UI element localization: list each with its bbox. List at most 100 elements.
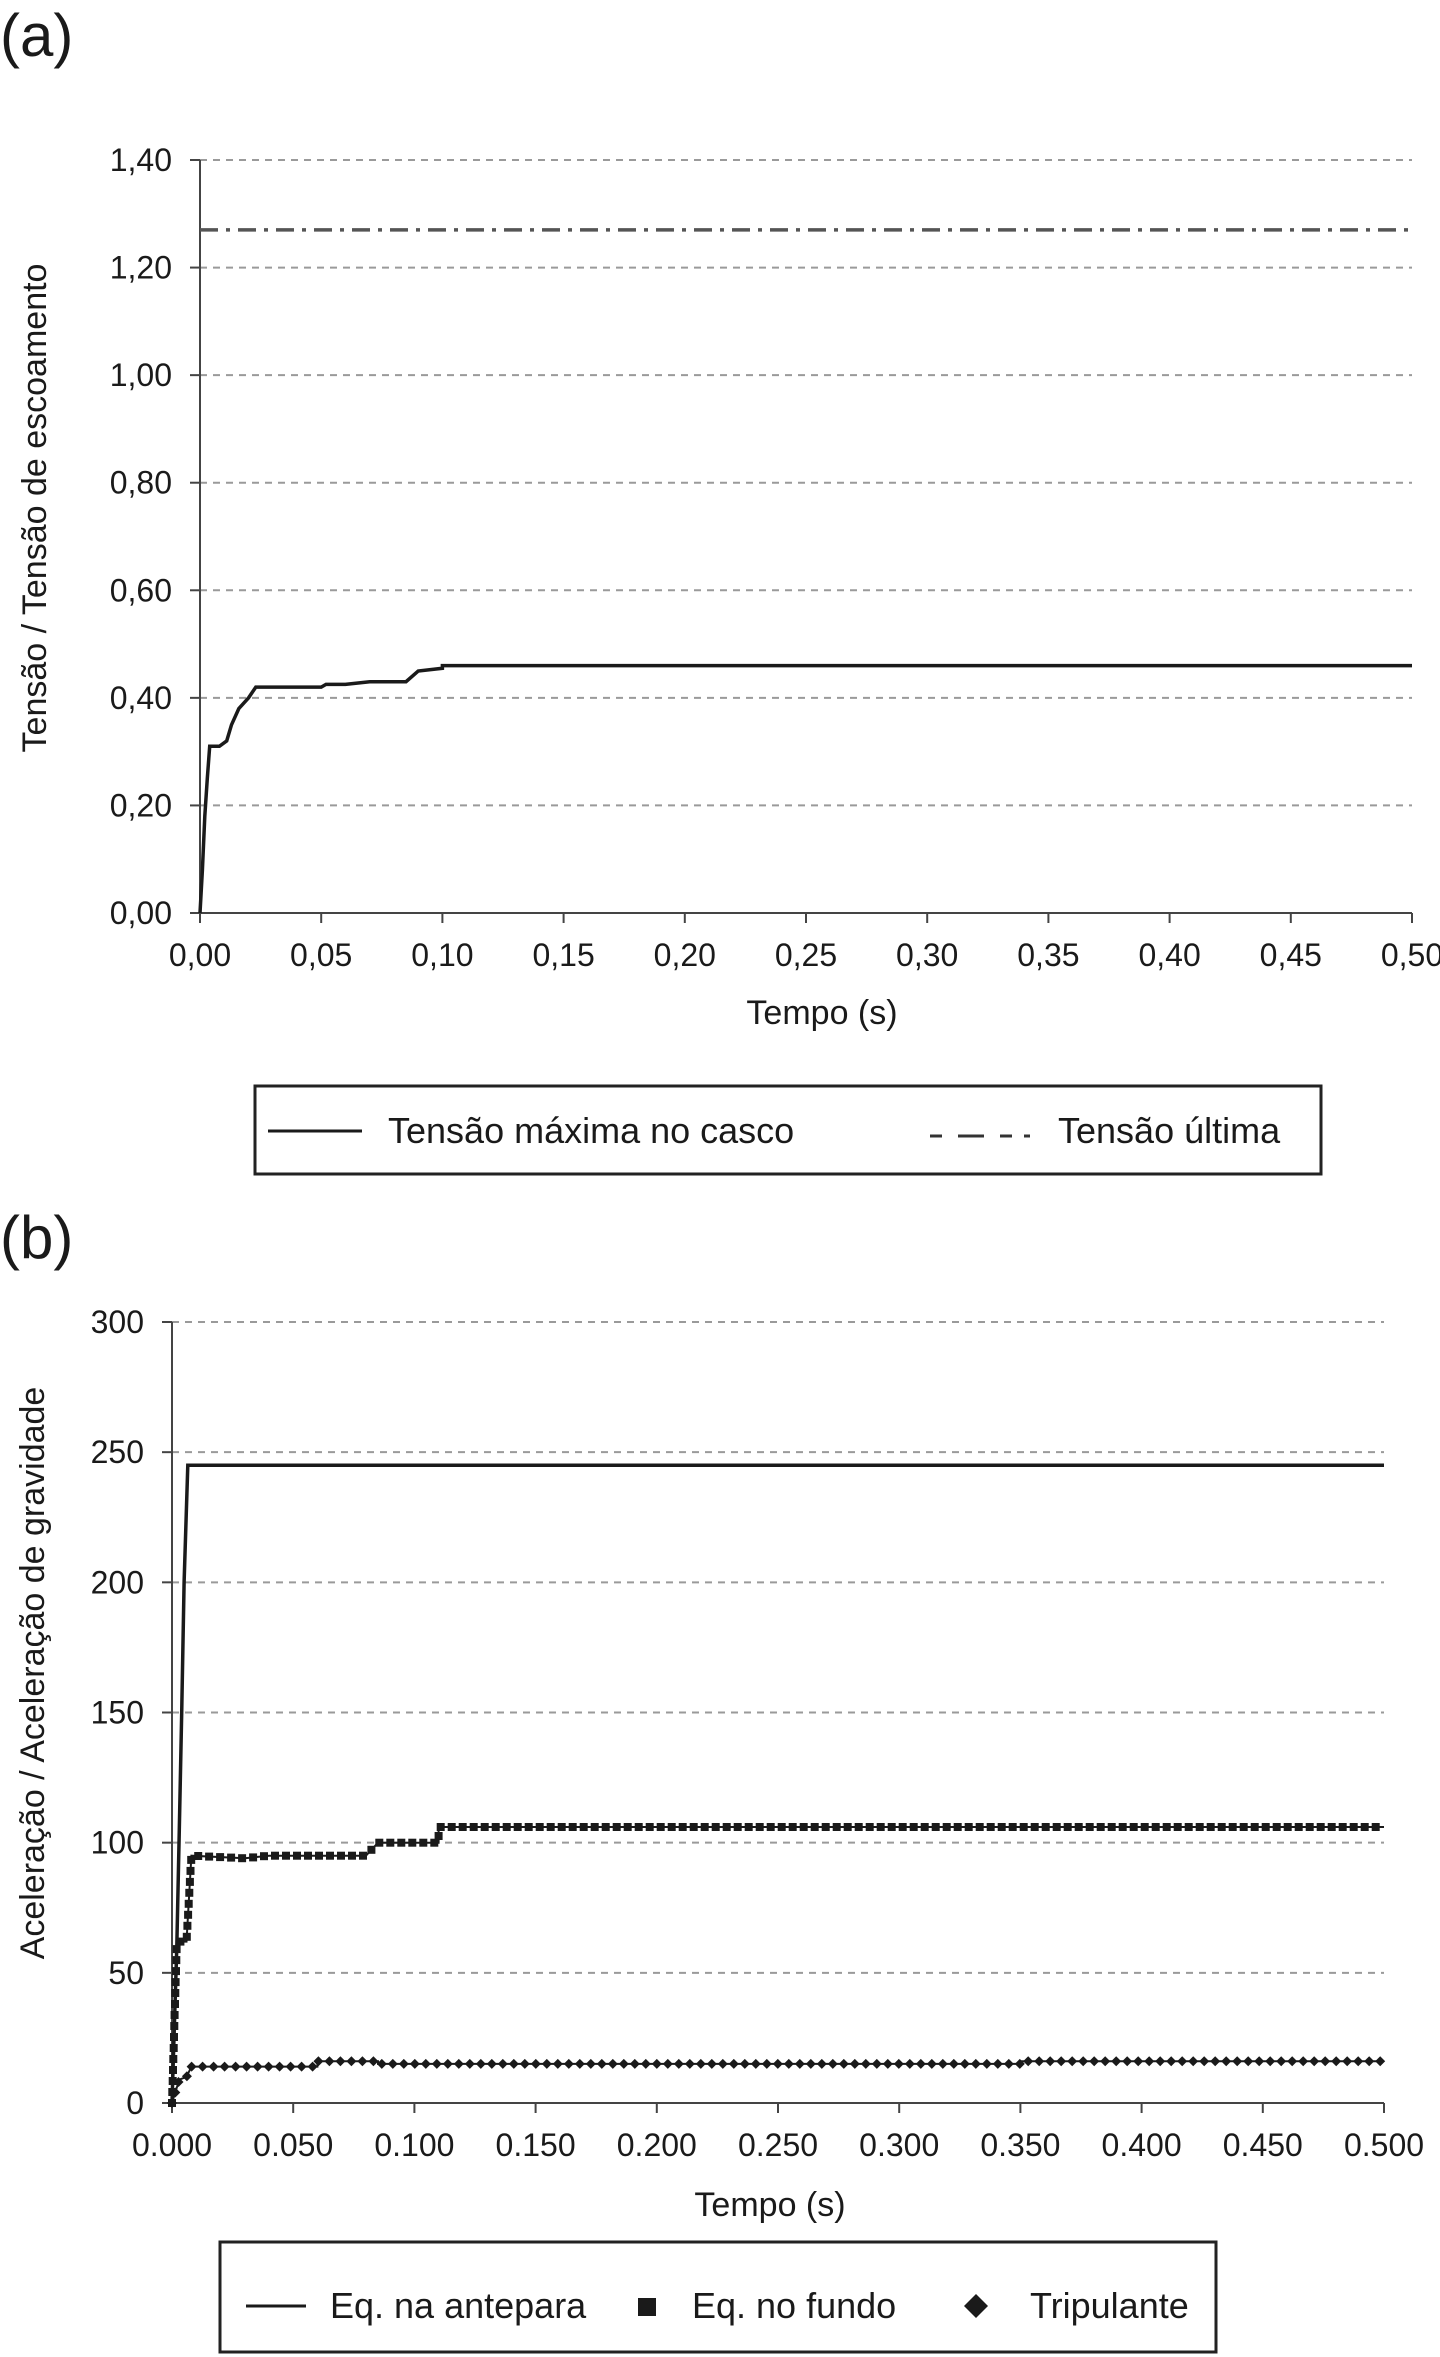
- marker-diamond: [307, 2061, 318, 2072]
- marker-diamond: [252, 2061, 263, 2072]
- marker-square: [249, 1853, 258, 1862]
- marker-diamond: [1177, 2056, 1188, 2067]
- marker-diamond: [1221, 2056, 1232, 2067]
- marker-diamond: [1210, 2056, 1221, 2067]
- marker-square: [678, 1823, 687, 1831]
- marker-diamond: [805, 2058, 816, 2069]
- marker-diamond: [1276, 2056, 1287, 2067]
- marker-diamond: [1078, 2056, 1089, 2067]
- marker-diamond: [1375, 2056, 1386, 2067]
- marker-square: [205, 1852, 214, 1861]
- marker-square: [876, 1823, 885, 1831]
- marker-diamond: [1331, 2056, 1342, 2067]
- marker-diamond: [324, 2056, 335, 2067]
- marker-diamond: [1254, 2056, 1265, 2067]
- x-tick-label: 0.300: [859, 2127, 939, 2163]
- marker-diamond: [981, 2058, 992, 2069]
- marker-diamond: [497, 2058, 508, 2069]
- marker-diamond: [574, 2058, 585, 2069]
- marker-square: [964, 1823, 973, 1831]
- marker-square: [170, 2011, 179, 2019]
- marker-square: [931, 1823, 940, 1831]
- series-markers-eq-no-fundo: [168, 1823, 1380, 2107]
- marker-diamond: [186, 2061, 197, 2072]
- legend-label-tensao-maxima: Tensão máxima no casco: [388, 1110, 794, 1151]
- marker-square: [172, 1967, 180, 1976]
- marker-square: [865, 1823, 874, 1831]
- marker-square: [1140, 1823, 1149, 1831]
- marker-diamond: [420, 2058, 431, 2069]
- marker-diamond: [1089, 2056, 1100, 2067]
- marker-square: [997, 1823, 1006, 1831]
- marker-square: [1129, 1823, 1138, 1831]
- marker-diamond: [871, 2058, 882, 2069]
- marker-square: [854, 1823, 863, 1831]
- y-tick-label: 1,20: [110, 250, 172, 286]
- marker-square: [186, 1866, 195, 1875]
- marker-square: [367, 1845, 376, 1854]
- marker-square: [942, 1823, 951, 1831]
- marker-diamond: [1023, 2056, 1034, 2067]
- marker-diamond: [263, 2061, 274, 2072]
- panel-b-gridlines: [172, 1321, 1384, 1974]
- marker-square: [843, 1823, 852, 1831]
- marker-diamond: [629, 2058, 640, 2069]
- marker-square: [216, 1853, 225, 1862]
- x-tick-label: 0.000: [132, 2127, 212, 2163]
- marker-diamond: [173, 2077, 184, 2087]
- marker-square: [337, 1851, 345, 1860]
- marker-square: [1107, 1823, 1116, 1831]
- legend-label-eq-antepara: Eq. na antepara: [330, 2285, 587, 2326]
- marker-diamond: [761, 2058, 772, 2069]
- marker-square: [733, 1823, 742, 1831]
- marker-diamond: [219, 2061, 230, 2072]
- marker-diamond: [541, 2058, 552, 2069]
- marker-square: [169, 2055, 178, 2063]
- x-tick-label: 0,00: [169, 937, 231, 973]
- marker-square: [1008, 1823, 1017, 1831]
- marker-square: [185, 1888, 194, 1897]
- marker-diamond: [442, 2058, 453, 2069]
- marker-square: [634, 1823, 643, 1831]
- marker-square: [458, 1823, 467, 1831]
- marker-diamond: [1309, 2056, 1320, 2067]
- marker-square: [184, 1899, 193, 1908]
- panel-b-x-axis-title: Tempo (s): [694, 2186, 845, 2224]
- x-tick-label: 0,10: [411, 937, 473, 973]
- marker-diamond: [181, 2071, 192, 2082]
- marker-diamond: [1100, 2056, 1111, 2067]
- marker-square: [1272, 1823, 1281, 1831]
- marker-square: [1360, 1823, 1369, 1831]
- marker-diamond: [827, 2058, 838, 2069]
- legend-label-tripulante: Tripulante: [1030, 2285, 1189, 2326]
- marker-square: [557, 1823, 566, 1831]
- marker-square: [1316, 1823, 1325, 1831]
- marker-square: [171, 2000, 179, 2008]
- marker-square: [1195, 1823, 1204, 1831]
- marker-diamond: [475, 2058, 486, 2069]
- marker-square: [282, 1851, 290, 1860]
- marker-diamond: [673, 2058, 684, 2069]
- y-tick-label: 200: [91, 1564, 144, 1600]
- marker-square: [227, 1853, 236, 1862]
- marker-diamond: [849, 2058, 860, 2069]
- marker-square: [397, 1838, 406, 1847]
- panel-a-y-ticks: 0,00 0,20 0,40 0,60 0,80 1,00 1,20 1,40: [110, 142, 200, 931]
- panel-b-legend-box: [218, 2240, 1218, 2354]
- marker-square: [1217, 1823, 1226, 1831]
- marker-square: [1327, 1823, 1336, 1831]
- marker-square: [1096, 1823, 1105, 1831]
- marker-square: [623, 1823, 632, 1831]
- marker-diamond: [170, 2087, 181, 2098]
- x-tick-label: 0,35: [1017, 937, 1079, 973]
- marker-square: [434, 1832, 443, 1840]
- x-tick-label: 0,15: [532, 937, 594, 973]
- marker-diamond: [706, 2058, 717, 2069]
- marker-diamond: [486, 2058, 497, 2069]
- marker-diamond: [530, 2058, 541, 2069]
- marker-diamond: [585, 2058, 596, 2069]
- marker-square: [975, 1823, 984, 1831]
- marker-diamond: [1353, 2056, 1364, 2067]
- series-line-tensao-maxima-no-casco: [198, 663, 1412, 914]
- marker-square: [788, 1823, 797, 1831]
